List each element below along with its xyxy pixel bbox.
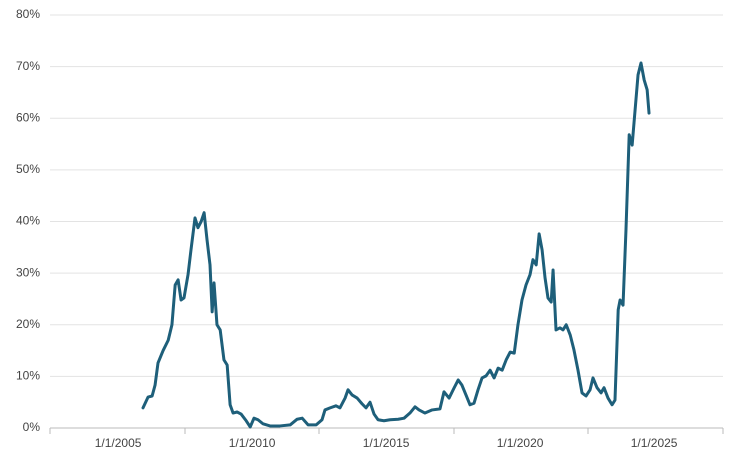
x-tick-label: 1/1/2020 (497, 436, 544, 450)
y-tick-label: 50% (16, 162, 40, 176)
x-tick-label: 1/1/2015 (363, 436, 410, 450)
y-tick-label: 70% (16, 59, 40, 73)
axis-ticks (49, 428, 724, 434)
y-tick-label: 10% (16, 369, 40, 383)
y-tick-label: 80% (16, 7, 40, 21)
y-tick-label: 60% (16, 110, 40, 124)
x-tick-label: 1/1/2005 (95, 436, 142, 450)
y-tick-label: 30% (16, 265, 40, 279)
y-tick-label: 0% (23, 420, 41, 434)
data-line (141, 61, 651, 429)
x-tick-label: 1/1/2025 (631, 436, 678, 450)
x-tick-label: 1/1/2010 (229, 436, 276, 450)
y-tick-label: 20% (16, 317, 40, 331)
y-tick-label: 40% (16, 214, 40, 228)
